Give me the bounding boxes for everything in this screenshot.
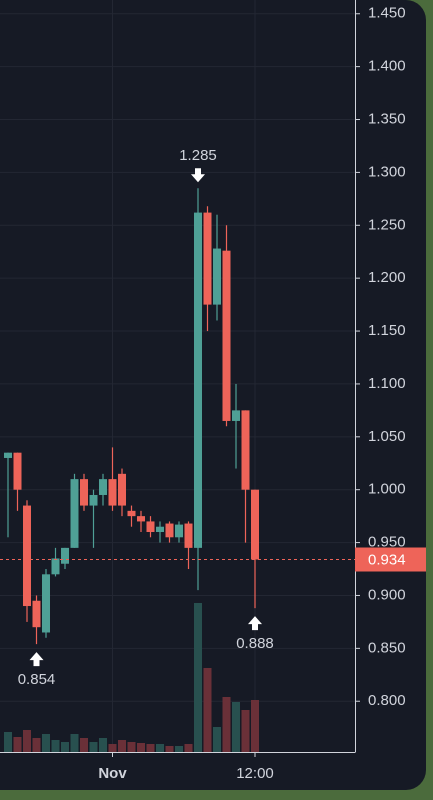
last-price-label: 0.934: [368, 551, 406, 568]
volume-bar: [51, 740, 60, 752]
volume-bar: [232, 702, 240, 752]
candle-body: [251, 489, 259, 560]
annotation: 0.854: [18, 671, 56, 688]
arrow-up: [248, 616, 262, 631]
volume-bar: [213, 727, 221, 752]
y-tick-label: 0.850: [368, 639, 406, 656]
candle-body: [175, 524, 183, 538]
y-tick-label: 1.450: [368, 5, 406, 22]
candle-body: [137, 516, 145, 522]
candle-body: [99, 479, 107, 495]
x-tick-label: Nov: [98, 765, 127, 782]
candle-body: [61, 547, 69, 564]
volume-bar: [241, 710, 250, 752]
last-price-box: [355, 547, 426, 572]
arrow-down: [191, 168, 205, 183]
volume-bar: [156, 744, 164, 752]
y-tick-label: 1.350: [368, 110, 406, 127]
y-tick-label: 1.400: [368, 58, 406, 75]
candle-body: [222, 250, 231, 421]
panel: [0, 0, 426, 790]
volume-bar: [80, 738, 88, 752]
volume-bar: [175, 746, 183, 752]
candle-body: [146, 521, 155, 533]
candle-body: [23, 505, 31, 607]
candle-body: [42, 574, 50, 633]
candle-body: [108, 479, 117, 506]
volume-bar: [203, 668, 212, 752]
volume-bar: [165, 746, 174, 752]
candle-body: [32, 600, 41, 628]
volume-bar: [222, 697, 231, 752]
candle-body: [156, 526, 164, 533]
candle-body: [70, 479, 79, 548]
volume-bar: [146, 744, 155, 752]
y-tick-label: 1.000: [368, 481, 406, 498]
volume-bar: [32, 738, 41, 752]
candle-body: [165, 523, 174, 538]
volume-bar: [23, 730, 31, 752]
volume-bar: [99, 738, 107, 752]
candle-body: [89, 494, 98, 506]
volume-bar: [4, 732, 12, 752]
candle-body: [4, 452, 12, 458]
y-tick-label: 1.300: [368, 163, 406, 180]
volume-bar: [127, 742, 136, 752]
candle-body: [241, 410, 250, 490]
volume-bar: [61, 742, 69, 752]
y-tick-label: 0.950: [368, 534, 406, 551]
candle-body: [194, 212, 202, 548]
volume-bar: [251, 700, 259, 752]
volume-bar: [118, 740, 126, 752]
candle-body: [184, 523, 193, 548]
candle-body: [13, 452, 22, 490]
y-tick-label: 1.200: [368, 269, 406, 286]
volume-bar: [70, 734, 79, 752]
x-tick-label: 12:00: [236, 765, 274, 782]
candle-body: [51, 558, 60, 575]
volume-bar: [42, 734, 50, 752]
y-tick-label: 0.900: [368, 586, 406, 603]
annotation: 0.888: [236, 635, 274, 652]
volume-bar: [108, 744, 117, 752]
candle-body: [213, 248, 221, 305]
candle-body: [118, 473, 126, 506]
candle-body: [203, 212, 212, 305]
volume-bar: [13, 737, 22, 752]
annotation: 1.285: [179, 147, 217, 164]
candle-body: [232, 410, 240, 421]
y-tick-label: 1.250: [368, 216, 406, 233]
candle-body: [80, 479, 88, 506]
volume-bar: [184, 744, 193, 752]
y-tick-label: 1.050: [368, 428, 406, 445]
arrow-up: [29, 652, 44, 667]
y-tick-label: 1.150: [368, 322, 406, 339]
y-tick-label: 1.100: [368, 375, 406, 392]
volume-bar: [194, 603, 202, 752]
y-tick-label: 0.800: [368, 692, 406, 709]
candle-body: [127, 510, 136, 517]
volume-bar: [137, 743, 145, 752]
volume-bar: [89, 742, 98, 752]
